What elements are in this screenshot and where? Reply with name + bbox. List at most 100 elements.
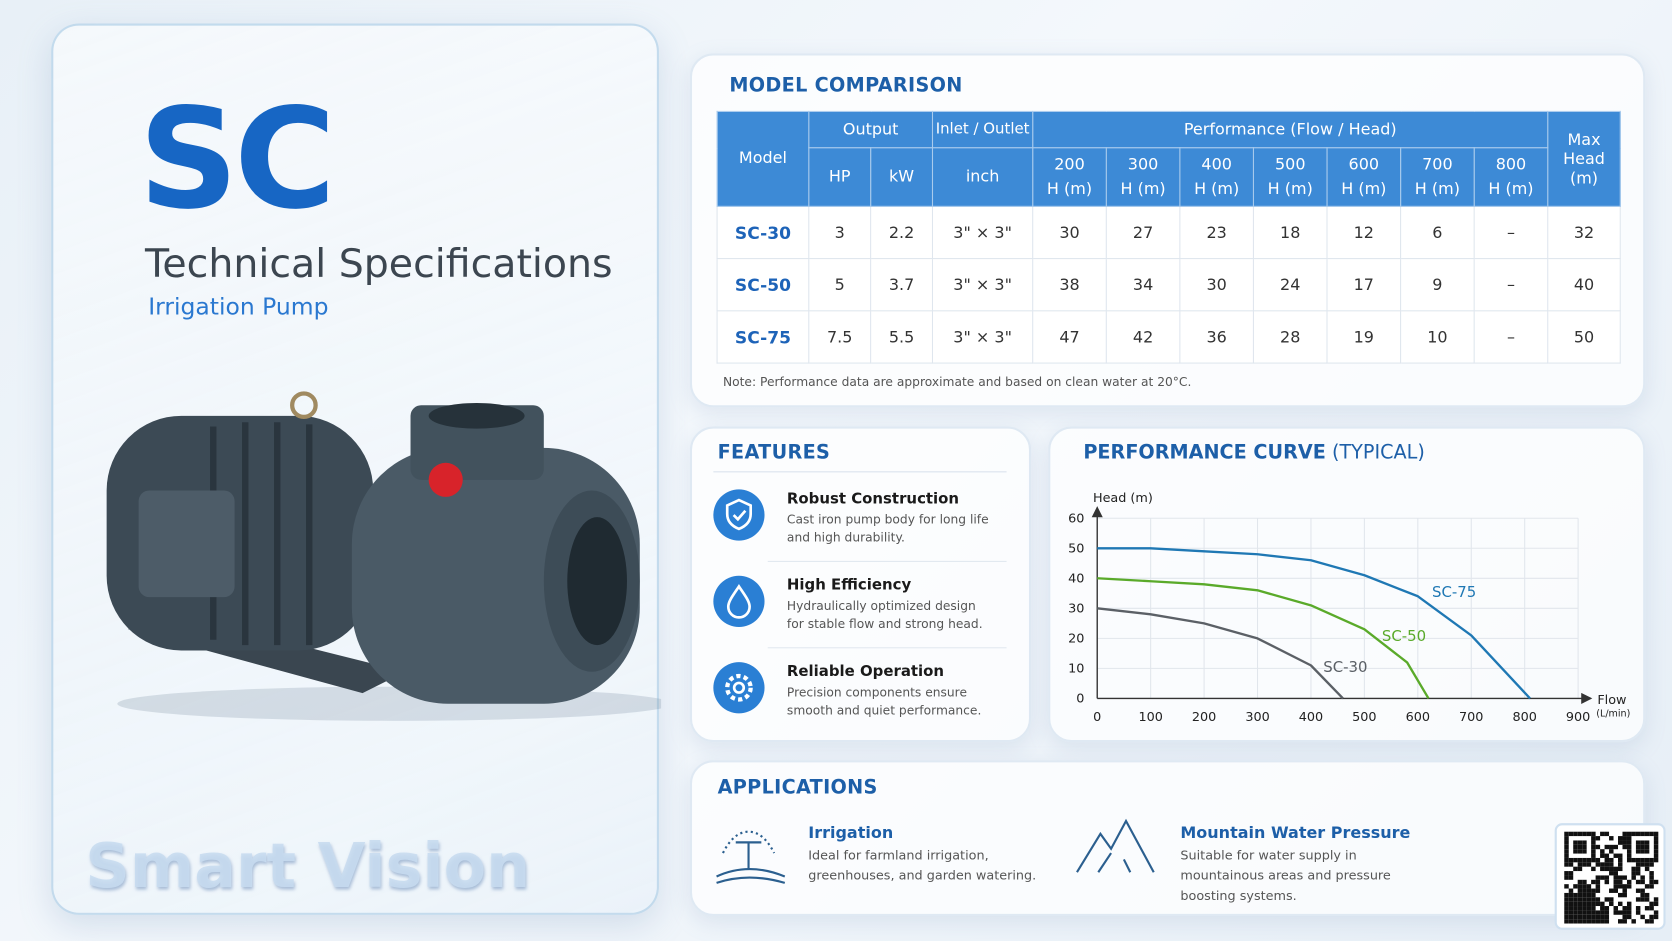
table-row: SC-50 5 3.7 3" × 3" 38 34 30 24 17 9–40 xyxy=(716,258,1621,312)
qr-module xyxy=(1644,884,1650,889)
qr-module xyxy=(1618,853,1623,858)
application-icon xyxy=(716,830,786,884)
qr-module xyxy=(1640,849,1645,854)
qr-module xyxy=(1613,910,1619,915)
qr-module xyxy=(1609,901,1614,907)
qr-module xyxy=(1586,892,1592,898)
features-title: FEATURES xyxy=(717,441,831,464)
qr-module xyxy=(1564,884,1569,889)
qr-module xyxy=(1649,831,1654,837)
qr-module xyxy=(1582,840,1587,845)
qr-module xyxy=(1609,857,1614,863)
qr-module xyxy=(1568,910,1574,915)
qr-module xyxy=(1653,831,1659,837)
qr-module xyxy=(1591,840,1596,845)
application-title: Irrigation xyxy=(808,823,894,843)
qr-module xyxy=(1604,831,1610,837)
divider xyxy=(713,471,1007,473)
qr-module xyxy=(1618,910,1623,915)
qr-module xyxy=(1600,862,1605,867)
application-text: Suitable for water supply in mountainous… xyxy=(1180,847,1391,904)
qr-module xyxy=(1653,857,1659,863)
qr-module xyxy=(1653,910,1659,915)
series-line xyxy=(1097,607,1344,700)
qr-module xyxy=(1564,844,1569,850)
qr-module xyxy=(1618,919,1623,924)
performance-chart: 0 100 200 300 400 500 600 700 800 900 0 10 20 30 40 50 6… xyxy=(1068,491,1630,725)
table-cell: 17 xyxy=(1326,258,1402,312)
table-cell: 42 xyxy=(1105,310,1181,364)
qr-module xyxy=(1649,857,1654,863)
flow-unit: H (m) xyxy=(1194,179,1240,199)
application-icon xyxy=(1076,818,1155,873)
table-cell: 3" × 3" xyxy=(931,310,1034,364)
applications-panel xyxy=(689,760,1646,916)
qr-module xyxy=(1573,919,1578,924)
qr-module xyxy=(1595,884,1601,889)
qr-module xyxy=(1622,884,1627,889)
x-tick-label: 200 xyxy=(1192,710,1216,725)
flow-unit: H (m) xyxy=(1414,179,1460,199)
qr-module xyxy=(1613,875,1619,880)
qr-code xyxy=(1564,831,1659,924)
table-cell: 18 xyxy=(1252,205,1328,260)
qr-module xyxy=(1635,910,1641,915)
table-cell: 3" × 3" xyxy=(931,205,1034,260)
table-cell: 2.2 xyxy=(870,205,934,260)
table-cell: 47 xyxy=(1032,310,1107,364)
qr-module xyxy=(1577,857,1583,863)
header-cell: Inlet / Outlet xyxy=(931,110,1034,149)
feature-title: Robust Construction xyxy=(786,490,960,508)
qr-module xyxy=(1640,831,1645,837)
qr-module xyxy=(1577,919,1583,924)
x-tick-label: 700 xyxy=(1459,710,1483,725)
qr-module xyxy=(1604,875,1610,880)
qr-module xyxy=(1604,862,1610,867)
qr-module xyxy=(1640,914,1645,920)
qr-module xyxy=(1644,897,1650,902)
table-note: Note: Performance data are approximate a… xyxy=(722,374,1192,390)
qr-module xyxy=(1577,879,1583,885)
qr-module xyxy=(1595,879,1601,885)
qr-module xyxy=(1635,866,1641,872)
qr-module xyxy=(1573,910,1578,915)
table-cell: 28 xyxy=(1252,310,1328,364)
qr-module xyxy=(1640,844,1645,850)
qr-module xyxy=(1591,910,1596,915)
qr-module xyxy=(1577,849,1583,854)
qr-module xyxy=(1653,840,1659,845)
qr-module xyxy=(1568,906,1574,911)
y-tick-label: 10 xyxy=(1068,662,1084,677)
qr-module xyxy=(1649,901,1654,907)
qr-module xyxy=(1595,919,1601,924)
watermark: Smart Vision xyxy=(85,829,531,903)
flow-value: 200 xyxy=(1054,154,1085,174)
qr-module xyxy=(1573,914,1578,920)
qr-module xyxy=(1626,831,1632,837)
qr-module xyxy=(1644,831,1650,837)
qr-module xyxy=(1564,914,1569,920)
header-cell: 600 H (m) xyxy=(1326,147,1402,207)
qr-module xyxy=(1618,862,1623,867)
model-cell: SC-75 xyxy=(716,310,810,364)
feature-text: Precision components ensure smooth and q… xyxy=(786,684,982,718)
qr-module xyxy=(1573,844,1578,850)
qr-module xyxy=(1577,914,1583,920)
qr-module xyxy=(1564,919,1569,924)
qr-module xyxy=(1640,862,1645,867)
qr-module xyxy=(1600,866,1605,872)
flow-value: 700 xyxy=(1422,154,1453,174)
table-body: SC-30 3 2.2 3" × 3" 30 27 23 18 12 6–32 SC-50 5 3.7 3… xyxy=(716,205,1621,364)
qr-module xyxy=(1644,849,1650,854)
application-item: Mountain Water Pressure Suitable for wate… xyxy=(1180,823,1425,906)
qr-module xyxy=(1595,857,1601,863)
qr-module xyxy=(1618,857,1623,863)
qr-module xyxy=(1626,910,1632,915)
qr-module xyxy=(1568,901,1574,907)
table-cell: 3 xyxy=(808,205,872,260)
qr-module xyxy=(1631,831,1636,837)
qr-module xyxy=(1591,849,1596,854)
qr-module xyxy=(1568,888,1574,893)
